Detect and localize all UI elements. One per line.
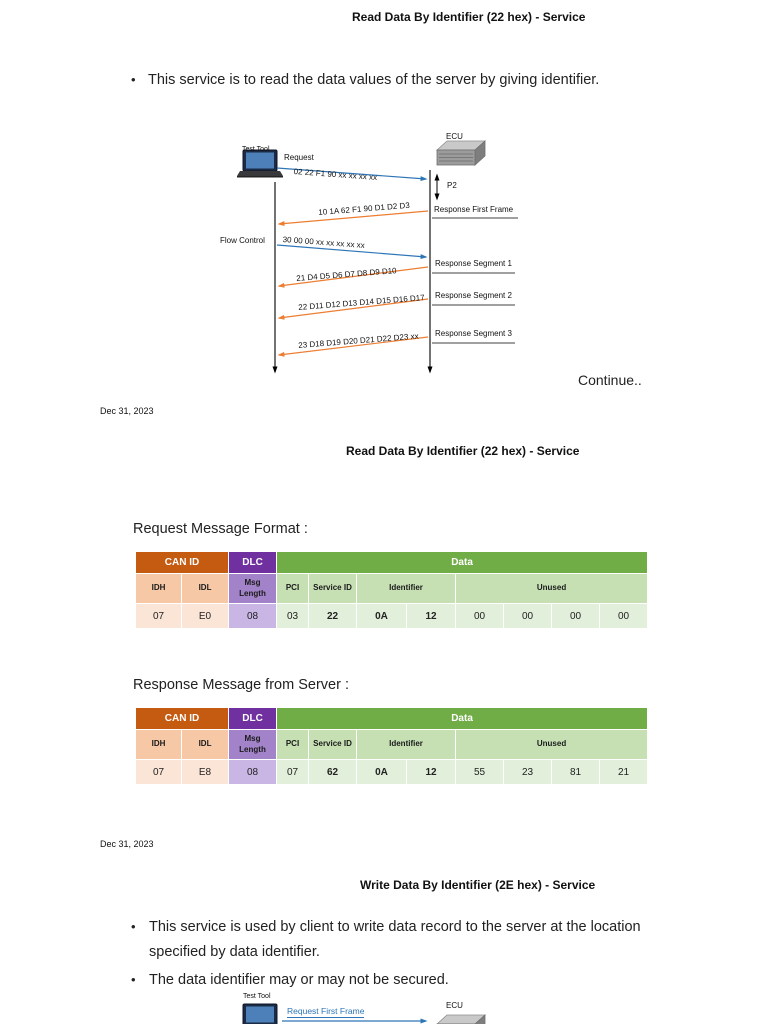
table-subheader-service-id: Service ID bbox=[308, 573, 358, 604]
tester-label: Test Tool bbox=[242, 146, 270, 153]
sequence-diagram bbox=[237, 140, 518, 374]
segment2-label: Response Segment 2 bbox=[435, 291, 512, 300]
segment1-label: Response Segment 1 bbox=[435, 259, 512, 268]
table-cell: 81 bbox=[551, 759, 601, 785]
table-cell: 00 bbox=[455, 603, 505, 629]
bullet-marker: • bbox=[131, 919, 136, 934]
table-header-dlc: DLC bbox=[228, 551, 278, 574]
table-subheader-idl: IDL bbox=[180, 729, 230, 760]
table-cell: 21 bbox=[599, 759, 649, 785]
table-cell: 0A bbox=[356, 603, 408, 629]
table-cell: E8 bbox=[180, 759, 230, 785]
table-cell: 0A bbox=[356, 759, 408, 785]
table-cell: 07 bbox=[135, 759, 182, 785]
table-subheader-msg-length: Msg Length bbox=[228, 573, 278, 604]
table-cell: 00 bbox=[551, 603, 601, 629]
table-cell: 22 bbox=[308, 603, 358, 629]
laptop-icon bbox=[242, 1003, 278, 1024]
date-label: Dec 31, 2023 bbox=[100, 839, 154, 849]
segment3-label: Response Segment 3 bbox=[435, 329, 512, 338]
request-label: Request bbox=[284, 153, 314, 162]
request-message-table: CAN ID DLC Data IDH IDL Msg Length PCI S… bbox=[134, 551, 649, 629]
first-frame-label: Response First Frame bbox=[434, 205, 514, 214]
response-message-table: CAN ID DLC Data IDH IDL Msg Length PCI S… bbox=[134, 707, 649, 785]
table-cell: 12 bbox=[406, 603, 457, 629]
table-header-can-id: CAN ID bbox=[134, 707, 230, 730]
table-subheader-unused: Unused bbox=[455, 573, 649, 604]
ecu-icon bbox=[436, 1014, 487, 1024]
table-cell: 23 bbox=[503, 759, 553, 785]
table-subheader-idh: IDH bbox=[135, 729, 182, 760]
table-header-data: Data bbox=[276, 551, 649, 574]
response-format-heading: Response Message from Server : bbox=[133, 677, 349, 693]
first-frame-arrow bbox=[277, 210, 429, 227]
tester-label: Test Tool bbox=[243, 993, 271, 1000]
segment2-arrow bbox=[277, 298, 429, 320]
page-title: Write Data By Identifier (2E hex) - Serv… bbox=[360, 878, 596, 892]
date-label: Dec 31, 2023 bbox=[100, 406, 154, 416]
table-subheader-idl: IDL bbox=[180, 573, 230, 604]
table-header-can-id: CAN ID bbox=[134, 551, 230, 574]
table-cell: 55 bbox=[455, 759, 505, 785]
flow-control-label: Flow Control bbox=[220, 236, 265, 245]
table-cell: 03 bbox=[276, 603, 310, 629]
request-arrow bbox=[276, 167, 428, 182]
segment1-arrow bbox=[277, 266, 429, 288]
table-cell: 08 bbox=[228, 759, 278, 785]
page-title: Read Data By Identifier (22 hex) - Servi… bbox=[346, 444, 580, 458]
laptop-icon bbox=[237, 149, 283, 178]
table-cell: E0 bbox=[180, 603, 230, 629]
table-subheader-msg-length: Msg Length bbox=[228, 729, 278, 760]
table-subheader-idh: IDH bbox=[135, 573, 182, 604]
table-cell: 12 bbox=[406, 759, 457, 785]
ecu-label: ECU bbox=[446, 132, 463, 141]
bullet-marker: • bbox=[131, 972, 136, 987]
table-cell: 07 bbox=[276, 759, 310, 785]
bullet-marker: • bbox=[131, 72, 136, 87]
table-header-dlc: DLC bbox=[228, 707, 278, 730]
bullet-text: This service is to read the data values … bbox=[148, 72, 600, 88]
request-format-heading: Request Message Format : bbox=[133, 521, 308, 537]
sequence-diagram bbox=[242, 1003, 487, 1024]
table-cell: 08 bbox=[228, 603, 278, 629]
flow-control-arrow bbox=[276, 244, 428, 260]
table-cell: 00 bbox=[599, 603, 649, 629]
table-cell: 07 bbox=[135, 603, 182, 629]
table-subheader-identifier: Identifier bbox=[356, 729, 457, 760]
bullet-text: This service is used by client to write … bbox=[149, 919, 641, 960]
page-title: Read Data By Identifier (22 hex) - Servi… bbox=[352, 10, 586, 24]
table-header-data: Data bbox=[276, 707, 649, 730]
table-cell: 62 bbox=[308, 759, 358, 785]
table-subheader-unused: Unused bbox=[455, 729, 649, 760]
ecu-icon bbox=[435, 140, 487, 166]
request-first-frame-label: Request First Frame bbox=[287, 1006, 365, 1018]
table-subheader-pci: PCI bbox=[276, 573, 310, 604]
bullet-text: The data identifier may or may not be se… bbox=[149, 972, 449, 988]
segment3-arrow bbox=[277, 336, 429, 357]
table-subheader-service-id: Service ID bbox=[308, 729, 358, 760]
table-subheader-identifier: Identifier bbox=[356, 573, 457, 604]
ecu-label: ECU bbox=[446, 1001, 463, 1010]
continue-label: Continue.. bbox=[578, 372, 642, 388]
table-subheader-pci: PCI bbox=[276, 729, 310, 760]
p2-label: P2 bbox=[447, 181, 457, 190]
table-cell: 00 bbox=[503, 603, 553, 629]
